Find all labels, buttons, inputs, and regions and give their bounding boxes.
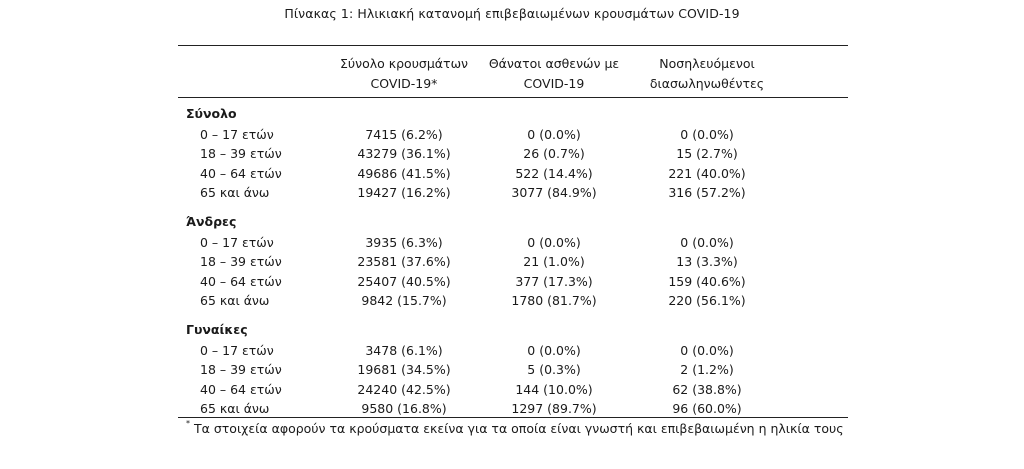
intubated-cell: 0 (0.0%) xyxy=(680,234,734,250)
footnote-mark: * xyxy=(186,419,190,428)
intubated-cell: 316 (57.2%) xyxy=(668,185,746,200)
age-cell: 40 – 64 ετών xyxy=(200,273,282,289)
age-cell: 0 – 17 ετών xyxy=(200,342,274,358)
intubated-cell: 221 (40.0%) xyxy=(668,165,746,181)
cases-cell: 9580 (16.8%) xyxy=(361,401,447,416)
age-cell: 65 και άνω xyxy=(200,185,270,200)
deaths-cell: 0 (0.0%) xyxy=(527,342,581,358)
age-cell: 0 – 17 ετών xyxy=(200,126,274,142)
table-header-rule xyxy=(178,97,848,98)
intubated-cell: 62 (38.8%) xyxy=(672,381,742,397)
deaths-cell: 377 (17.3%) xyxy=(515,273,593,289)
cases-cell: 9842 (15.7%) xyxy=(361,293,447,308)
intubated-cell: 0 (0.0%) xyxy=(680,342,734,358)
deaths-cell: 0 (0.0%) xyxy=(527,126,581,142)
table-row: 18 – 39 ετών 23581 (37.6%) 21 (1.0%) 13 (3.… xyxy=(0,252,1024,272)
cases-cell: 25407 (40.5%) xyxy=(357,273,451,289)
table-row: 18 – 39 ετών 19681 (34.5%) 5 (0.3%) 2 (1.2%… xyxy=(0,360,1024,380)
intubated-cell: 96 (60.0%) xyxy=(672,401,742,416)
cases-cell: 24240 (42.5%) xyxy=(357,381,451,397)
header-total-cases-line2: COVID-19* xyxy=(370,76,438,91)
age-cell: 18 – 39 ετών xyxy=(200,254,282,269)
table-bottom-rule xyxy=(178,417,848,418)
age-cell: 18 – 39 ετών xyxy=(200,362,282,377)
table-row: 65 και άνω 9580 (16.8%) 1297 (89.7%) 96 (60… xyxy=(0,399,1024,419)
cases-cell: 7415 (6.2%) xyxy=(365,126,443,142)
table-row: 0 – 17 ετών 3935 (6.3%) 0 (0.0%) 0 (0.0%) xyxy=(0,233,1024,253)
cases-cell: 49686 (41.5%) xyxy=(357,165,451,181)
cases-cell: 43279 (36.1%) xyxy=(357,146,451,161)
cases-cell: 23581 (37.6%) xyxy=(357,254,451,269)
deaths-cell: 0 (0.0%) xyxy=(527,234,581,250)
cases-cell: 19681 (34.5%) xyxy=(357,362,451,377)
intubated-cell: 13 (3.3%) xyxy=(676,254,738,269)
header-total-cases: Σύνολο κρουσμάτων COVID-19* xyxy=(340,54,468,94)
table-row: 40 – 64 ετών 24240 (42.5%) 144 (10.0%) 62 (… xyxy=(0,380,1024,400)
deaths-cell: 522 (14.4%) xyxy=(515,165,593,181)
intubated-cell: 15 (2.7%) xyxy=(676,146,738,161)
table-row: 65 και άνω 9842 (15.7%) 1780 (81.7%) 220 (5… xyxy=(0,291,1024,311)
cases-cell: 3478 (6.1%) xyxy=(365,342,443,358)
deaths-cell: 3077 (84.9%) xyxy=(511,185,597,200)
intubated-cell: 0 (0.0%) xyxy=(680,126,734,142)
deaths-cell: 144 (10.0%) xyxy=(515,381,593,397)
table-caption: Πίνακας 1: Ηλικιακή κατανομή επιβεβαιωμέ… xyxy=(284,6,740,21)
header-intubated: Νοσηλευόμενοι διασωληνωθέντες xyxy=(650,54,764,94)
intubated-cell: 159 (40.6%) xyxy=(668,273,746,289)
intubated-cell: 220 (56.1%) xyxy=(668,293,746,308)
age-cell: 18 – 39 ετών xyxy=(200,146,282,161)
table-row: 0 – 17 ετών 3478 (6.1%) 0 (0.0%) 0 (0.0%) xyxy=(0,341,1024,361)
header-intubated-line1: Νοσηλευόμενοι xyxy=(659,56,755,71)
table-row: 40 – 64 ετών 25407 (40.5%) 377 (17.3%) 159 … xyxy=(0,272,1024,292)
age-cell: 65 και άνω xyxy=(200,293,270,308)
group-row: Σύνολο xyxy=(0,104,1024,124)
intubated-cell: 2 (1.2%) xyxy=(680,362,734,377)
deaths-cell: 1297 (89.7%) xyxy=(511,401,597,416)
cases-cell: 3935 (6.3%) xyxy=(365,234,443,250)
cases-cell: 19427 (16.2%) xyxy=(357,185,451,200)
group-label: Σύνολο xyxy=(186,106,237,121)
deaths-cell: 21 (1.0%) xyxy=(523,254,585,269)
header-total-cases-line1: Σύνολο κρουσμάτων xyxy=(339,56,469,71)
group-label: Άνδρες xyxy=(186,214,237,229)
age-cell: 40 – 64 ετών xyxy=(200,381,282,397)
table-top-rule xyxy=(178,45,848,46)
age-cell: 65 και άνω xyxy=(200,401,270,416)
table-row: 65 και άνω 19427 (16.2%) 3077 (84.9%) 316 (… xyxy=(0,183,1024,203)
group-label: Γυναίκες xyxy=(186,322,248,337)
table-row: 40 – 64 ετών 49686 (41.5%) 522 (14.4%) 221 … xyxy=(0,164,1024,184)
header-deaths-line2: COVID-19 xyxy=(523,76,585,91)
header-intubated-line2: διασωληνωθέντες xyxy=(649,76,765,91)
age-cell: 0 – 17 ετών xyxy=(200,234,274,250)
footnote-text: Τα στοιχεία αφορούν τα κρούσματα εκείνα … xyxy=(194,421,844,437)
header-deaths: Θάνατοι ασθενών με COVID-19 xyxy=(489,54,619,94)
table-row: 0 – 17 ετών 7415 (6.2%) 0 (0.0%) 0 (0.0%) xyxy=(0,125,1024,145)
age-cell: 40 – 64 ετών xyxy=(200,165,282,181)
group-row: Γυναίκες xyxy=(0,320,1024,340)
group-row: Άνδρες xyxy=(0,212,1024,232)
table-row: 18 – 39 ετών 43279 (36.1%) 26 (0.7%) 15 (2.… xyxy=(0,144,1024,164)
header-deaths-line1: Θάνατοι ασθενών με xyxy=(488,56,620,71)
deaths-cell: 1780 (81.7%) xyxy=(511,293,597,308)
deaths-cell: 5 (0.3%) xyxy=(527,362,581,377)
deaths-cell: 26 (0.7%) xyxy=(523,146,585,161)
footnote: * Τα στοιχεία αφορούν τα κρούσματα εκείνα… xyxy=(186,419,844,437)
